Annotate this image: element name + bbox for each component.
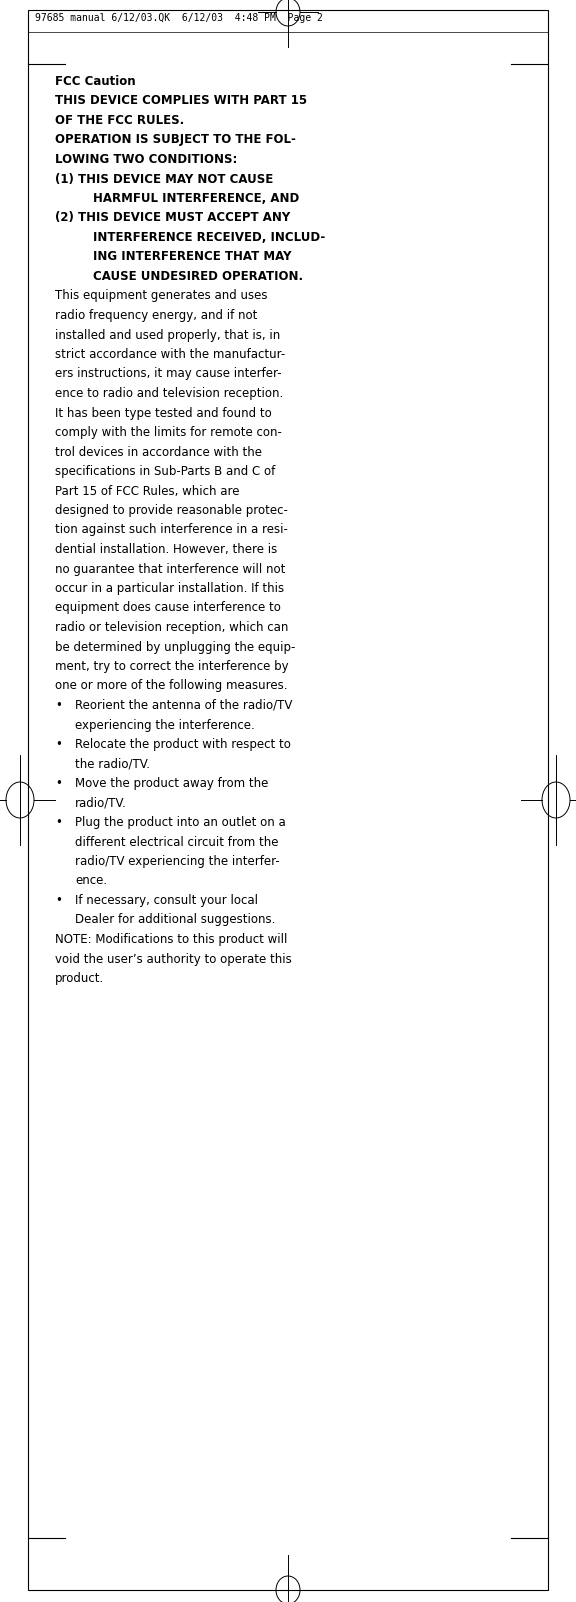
Text: •: •: [55, 698, 62, 711]
Text: 97685 manual 6/12/03.QK  6/12/03  4:48 PM  Page 2: 97685 manual 6/12/03.QK 6/12/03 4:48 PM …: [35, 13, 323, 22]
Text: product.: product.: [55, 972, 104, 985]
Text: designed to provide reasonable protec-: designed to provide reasonable protec-: [55, 505, 288, 517]
Text: Move the product away from the: Move the product away from the: [75, 777, 268, 790]
Text: experiencing the interference.: experiencing the interference.: [75, 719, 255, 732]
Text: ers instructions, it may cause interfer-: ers instructions, it may cause interfer-: [55, 367, 282, 381]
Text: Part 15 of FCC Rules, which are: Part 15 of FCC Rules, which are: [55, 484, 240, 498]
Text: strict accordance with the manufactur-: strict accordance with the manufactur-: [55, 348, 285, 360]
Text: THIS DEVICE COMPLIES WITH PART 15: THIS DEVICE COMPLIES WITH PART 15: [55, 95, 307, 107]
Text: ence.: ence.: [75, 875, 107, 888]
Text: •: •: [55, 815, 62, 828]
Text: OF THE FCC RULES.: OF THE FCC RULES.: [55, 114, 184, 127]
Text: LOWING TWO CONDITIONS:: LOWING TWO CONDITIONS:: [55, 154, 237, 167]
Text: If necessary, consult your local: If necessary, consult your local: [75, 894, 258, 907]
Text: Relocate the product with respect to: Relocate the product with respect to: [75, 739, 291, 751]
Text: (1) THIS DEVICE MAY NOT CAUSE: (1) THIS DEVICE MAY NOT CAUSE: [55, 173, 273, 186]
Text: radio or television reception, which can: radio or television reception, which can: [55, 622, 289, 634]
Text: ence to radio and television reception.: ence to radio and television reception.: [55, 388, 283, 400]
Text: FCC Caution: FCC Caution: [55, 75, 135, 88]
Text: Dealer for additional suggestions.: Dealer for additional suggestions.: [75, 913, 275, 926]
Text: no guarantee that interference will not: no guarantee that interference will not: [55, 562, 285, 575]
Text: radio frequency energy, and if not: radio frequency energy, and if not: [55, 309, 257, 322]
Text: ING INTERFERENCE THAT MAY: ING INTERFERENCE THAT MAY: [93, 250, 291, 263]
Text: dential installation. However, there is: dential installation. However, there is: [55, 543, 277, 556]
Text: specifications in Sub-Parts B and C of: specifications in Sub-Parts B and C of: [55, 465, 275, 477]
Text: Plug the product into an outlet on a: Plug the product into an outlet on a: [75, 815, 286, 828]
Text: radio/TV.: radio/TV.: [75, 796, 127, 809]
Text: OPERATION IS SUBJECT TO THE FOL-: OPERATION IS SUBJECT TO THE FOL-: [55, 133, 296, 146]
Text: Reorient the antenna of the radio/TV: Reorient the antenna of the radio/TV: [75, 698, 293, 711]
Text: equipment does cause interference to: equipment does cause interference to: [55, 601, 281, 615]
Text: CAUSE UNDESIRED OPERATION.: CAUSE UNDESIRED OPERATION.: [93, 271, 303, 284]
Text: It has been type tested and found to: It has been type tested and found to: [55, 407, 272, 420]
Text: radio/TV experiencing the interfer-: radio/TV experiencing the interfer-: [75, 855, 280, 868]
Text: void the user’s authority to operate this: void the user’s authority to operate thi…: [55, 953, 292, 966]
Text: (2) THIS DEVICE MUST ACCEPT ANY: (2) THIS DEVICE MUST ACCEPT ANY: [55, 211, 290, 224]
Text: NOTE: Modifications to this product will: NOTE: Modifications to this product will: [55, 932, 287, 947]
Text: •: •: [55, 894, 62, 907]
Text: occur in a particular installation. If this: occur in a particular installation. If t…: [55, 582, 284, 594]
Text: HARMFUL INTERFERENCE, AND: HARMFUL INTERFERENCE, AND: [93, 192, 300, 205]
Text: tion against such interference in a resi-: tion against such interference in a resi…: [55, 524, 288, 537]
Text: ment, try to correct the interference by: ment, try to correct the interference by: [55, 660, 289, 673]
Text: •: •: [55, 777, 62, 790]
Text: INTERFERENCE RECEIVED, INCLUD-: INTERFERENCE RECEIVED, INCLUD-: [93, 231, 325, 244]
Text: This equipment generates and uses: This equipment generates and uses: [55, 290, 267, 303]
Text: installed and used properly, that is, in: installed and used properly, that is, in: [55, 328, 281, 341]
Text: different electrical circuit from the: different electrical circuit from the: [75, 836, 279, 849]
Text: trol devices in accordance with the: trol devices in accordance with the: [55, 445, 262, 458]
Text: one or more of the following measures.: one or more of the following measures.: [55, 679, 287, 692]
Text: the radio/TV.: the radio/TV.: [75, 758, 150, 771]
Text: be determined by unplugging the equip-: be determined by unplugging the equip-: [55, 641, 295, 654]
Text: comply with the limits for remote con-: comply with the limits for remote con-: [55, 426, 282, 439]
Text: •: •: [55, 739, 62, 751]
